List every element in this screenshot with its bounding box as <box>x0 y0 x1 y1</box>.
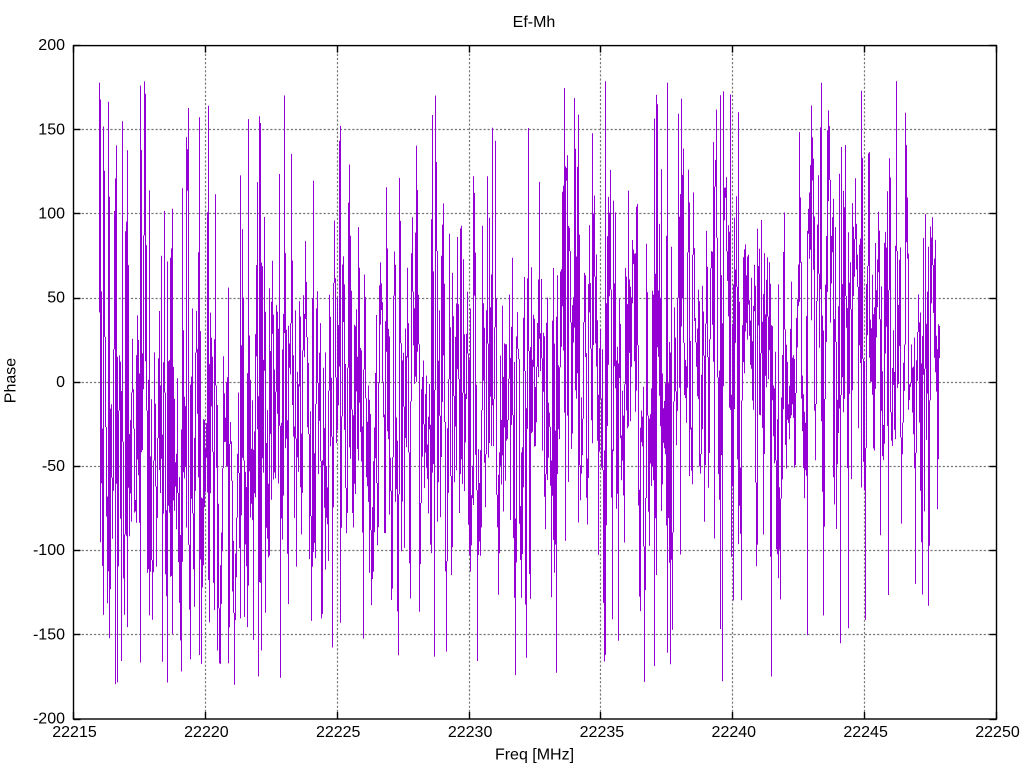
svg-text:150: 150 <box>38 121 65 138</box>
svg-text:22245: 22245 <box>843 724 888 741</box>
svg-text:Ef-Mh: Ef-Mh <box>513 14 556 31</box>
svg-text:-50: -50 <box>42 458 65 475</box>
svg-text:22230: 22230 <box>448 724 493 741</box>
svg-text:200: 200 <box>38 37 65 54</box>
svg-text:50: 50 <box>47 290 65 307</box>
svg-text:100: 100 <box>38 206 65 223</box>
svg-text:22240: 22240 <box>712 724 757 741</box>
svg-text:-150: -150 <box>33 626 65 643</box>
svg-text:0: 0 <box>56 374 65 391</box>
svg-text:-200: -200 <box>33 711 65 728</box>
svg-text:Phase: Phase <box>3 358 20 403</box>
svg-text:22250: 22250 <box>975 724 1020 741</box>
svg-text:Freq [MHz]: Freq [MHz] <box>495 746 574 763</box>
svg-text:22225: 22225 <box>316 724 361 741</box>
svg-text:22220: 22220 <box>184 724 229 741</box>
svg-text:22235: 22235 <box>580 724 625 741</box>
svg-text:-100: -100 <box>33 542 65 559</box>
svg-text:22215: 22215 <box>52 724 97 741</box>
